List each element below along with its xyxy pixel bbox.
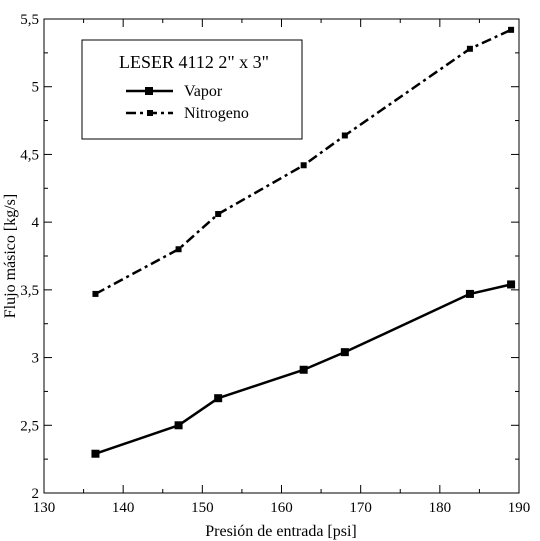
point-vapor xyxy=(299,365,308,374)
point-nitrogeno xyxy=(215,211,222,218)
legend-swatch-nitrogeno-marker xyxy=(147,110,153,116)
legend-swatch-vapor-marker xyxy=(145,87,153,95)
point-vapor xyxy=(174,421,183,430)
y-tick-label: 4,5 xyxy=(20,147,39,163)
point-nitrogeno xyxy=(466,45,473,52)
point-nitrogeno xyxy=(508,26,515,33)
y-tick-label: 5,5 xyxy=(20,12,39,28)
y-tick-label: 2,5 xyxy=(20,418,39,434)
x-axis-title: Presión de entrada [psi] xyxy=(205,523,357,540)
series-layer xyxy=(91,26,516,458)
y-tick-label: 3,5 xyxy=(20,283,39,299)
point-nitrogeno xyxy=(300,162,307,169)
legend-label-vapor: Vapor xyxy=(184,83,223,100)
point-vapor xyxy=(214,394,223,403)
y-tick-label: 4 xyxy=(32,215,40,231)
point-vapor xyxy=(507,280,516,289)
legend: LESER 4112 2" x 3" Vapor Nitrogeno xyxy=(81,39,303,140)
x-tick-label: 130 xyxy=(33,500,56,516)
point-nitrogeno xyxy=(175,246,182,253)
point-vapor xyxy=(465,289,474,298)
point-nitrogeno xyxy=(92,290,99,297)
y-tick-label: 5 xyxy=(32,80,40,96)
point-vapor xyxy=(91,449,100,458)
y-tick-label: 3 xyxy=(32,351,40,367)
x-tick-label: 180 xyxy=(429,500,452,516)
y-axis-title: Flujo másico [kg/s] xyxy=(2,194,19,318)
x-tick-label: 190 xyxy=(508,500,531,516)
x-tick-label: 160 xyxy=(270,500,293,516)
x-tick-label: 170 xyxy=(349,500,372,516)
y-tick-label: 2 xyxy=(32,486,40,502)
legend-title: LESER 4112 2" x 3" xyxy=(119,52,269,72)
legend-label-nitrogeno: Nitrogeno xyxy=(184,105,249,122)
x-tick-label: 150 xyxy=(191,500,214,516)
x-tick-label: 140 xyxy=(112,500,135,516)
point-nitrogeno xyxy=(341,132,348,139)
axis-ticks: 130 140 150 160 170 180 190 2 2,5 3 3,5 4 4,5 5 5,5 xyxy=(20,12,530,516)
point-vapor xyxy=(340,348,349,357)
legend-box xyxy=(81,39,303,140)
